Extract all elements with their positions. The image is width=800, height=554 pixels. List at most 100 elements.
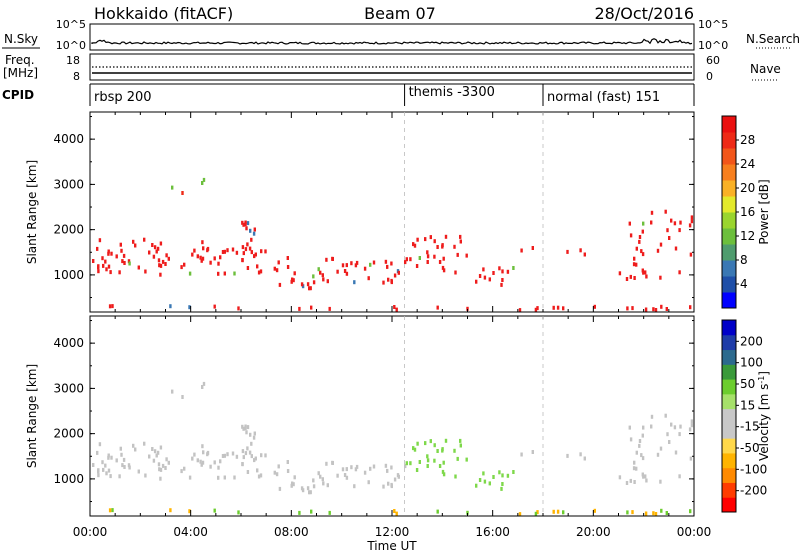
colorbar-cell <box>722 393 736 410</box>
power-cell <box>629 274 632 279</box>
x-tick-label: 20:00 <box>576 525 611 539</box>
beam-title: Beam 07 <box>364 4 436 23</box>
power-cell <box>441 265 445 270</box>
velocity-cell <box>583 456 586 461</box>
power-cell <box>488 277 491 282</box>
velocity-cell <box>110 455 113 460</box>
power-cell <box>583 252 586 257</box>
velocity-cell <box>241 462 244 467</box>
power-cell <box>433 254 436 259</box>
power-cell <box>404 260 407 265</box>
power-cell <box>688 223 692 228</box>
colorbar-tick-label: 16 <box>740 205 755 219</box>
nave-label: Nave <box>750 62 781 76</box>
power-cell <box>690 219 694 224</box>
velocity-cell <box>436 449 439 453</box>
power-cell <box>123 261 126 265</box>
power-data <box>92 177 694 313</box>
power-cell <box>336 269 339 274</box>
colorbar-cell <box>722 349 736 365</box>
velocity-cell <box>429 439 432 444</box>
velocity-cell <box>644 511 648 516</box>
power-cell <box>196 254 199 259</box>
velocity-cell <box>122 457 126 462</box>
power-cell <box>641 229 644 234</box>
power-cell <box>678 270 681 275</box>
velocity-cell <box>244 426 247 431</box>
colorbar-cell <box>722 180 736 197</box>
velocity-cell <box>350 465 353 470</box>
power-cell <box>409 257 412 262</box>
velocity-cell <box>336 473 339 478</box>
colorbar-tick-label: -200 <box>740 484 767 498</box>
velocity-cell <box>321 477 324 482</box>
velocity-cell <box>465 457 468 462</box>
velocity-cell <box>678 432 681 437</box>
colorbar-tick-label: -50 <box>740 441 760 455</box>
power-cell <box>226 248 229 253</box>
power-cell <box>331 256 334 261</box>
velocity-cell <box>478 478 482 482</box>
colorbar-cell <box>722 408 736 424</box>
velocity-cell <box>659 479 662 484</box>
power-cell <box>98 238 102 243</box>
velocity-colorbar-label-sup: -1 <box>757 376 766 384</box>
power-cell <box>246 242 249 247</box>
power-cell <box>363 266 367 271</box>
power-cell <box>167 256 170 261</box>
velocity-cell <box>242 426 245 431</box>
velocity-cell <box>277 464 280 469</box>
colorbar-cell <box>722 260 736 277</box>
power-cell <box>306 282 310 287</box>
colorbar-tick-label: 4 <box>740 277 748 291</box>
velocity-cell <box>241 424 244 429</box>
cpid-segment-label: rbsp 200 <box>94 90 152 105</box>
power-cell <box>273 266 276 271</box>
power-cell <box>291 277 294 282</box>
velocity-cell <box>151 447 154 451</box>
power-cell <box>384 259 388 264</box>
power-cell <box>242 251 245 256</box>
velocity-cell <box>159 445 163 450</box>
velocity-cell <box>688 427 692 432</box>
power-cell <box>292 278 295 283</box>
power-cell <box>354 263 358 268</box>
colorbar-tick-label: -15 <box>740 420 760 434</box>
power-cell <box>466 306 469 311</box>
nsearch-tick-top: 10^5 <box>698 18 728 31</box>
power-cell <box>531 246 534 250</box>
freq-label-line2: [MHz] <box>3 66 38 80</box>
velocity-cell <box>354 467 358 472</box>
power-cell <box>478 274 482 278</box>
velocity-cell <box>641 472 644 477</box>
velocity-cell <box>252 435 256 440</box>
power-cell <box>690 215 694 220</box>
power-cell <box>200 258 203 263</box>
power-cell <box>223 249 226 254</box>
power-cell <box>369 262 372 267</box>
velocity-cell <box>345 475 349 480</box>
power-cell <box>132 239 135 244</box>
velocity-cell <box>157 462 161 467</box>
power-cell <box>644 270 647 275</box>
velocity-cell <box>386 468 389 473</box>
velocity-cell <box>531 450 534 454</box>
velocity-cell <box>593 508 596 513</box>
velocity-cell <box>642 425 645 430</box>
velocity-cell <box>128 465 131 470</box>
velocity-cell <box>148 454 151 459</box>
power-cell <box>355 260 359 265</box>
colorbar-cell <box>722 228 736 245</box>
colorbar-cell <box>722 364 736 380</box>
power-cell <box>188 271 192 276</box>
velocity-cell <box>638 439 642 443</box>
velocity-cell <box>286 469 290 473</box>
power-cell <box>500 282 503 287</box>
power-cell <box>650 220 653 225</box>
power-cell <box>534 307 538 312</box>
velocity-cell <box>426 464 429 468</box>
power-cell <box>119 242 122 247</box>
colorbar-tick-label: 200 <box>740 334 763 348</box>
velocity-cell <box>120 452 123 457</box>
velocity-cell <box>101 460 104 465</box>
